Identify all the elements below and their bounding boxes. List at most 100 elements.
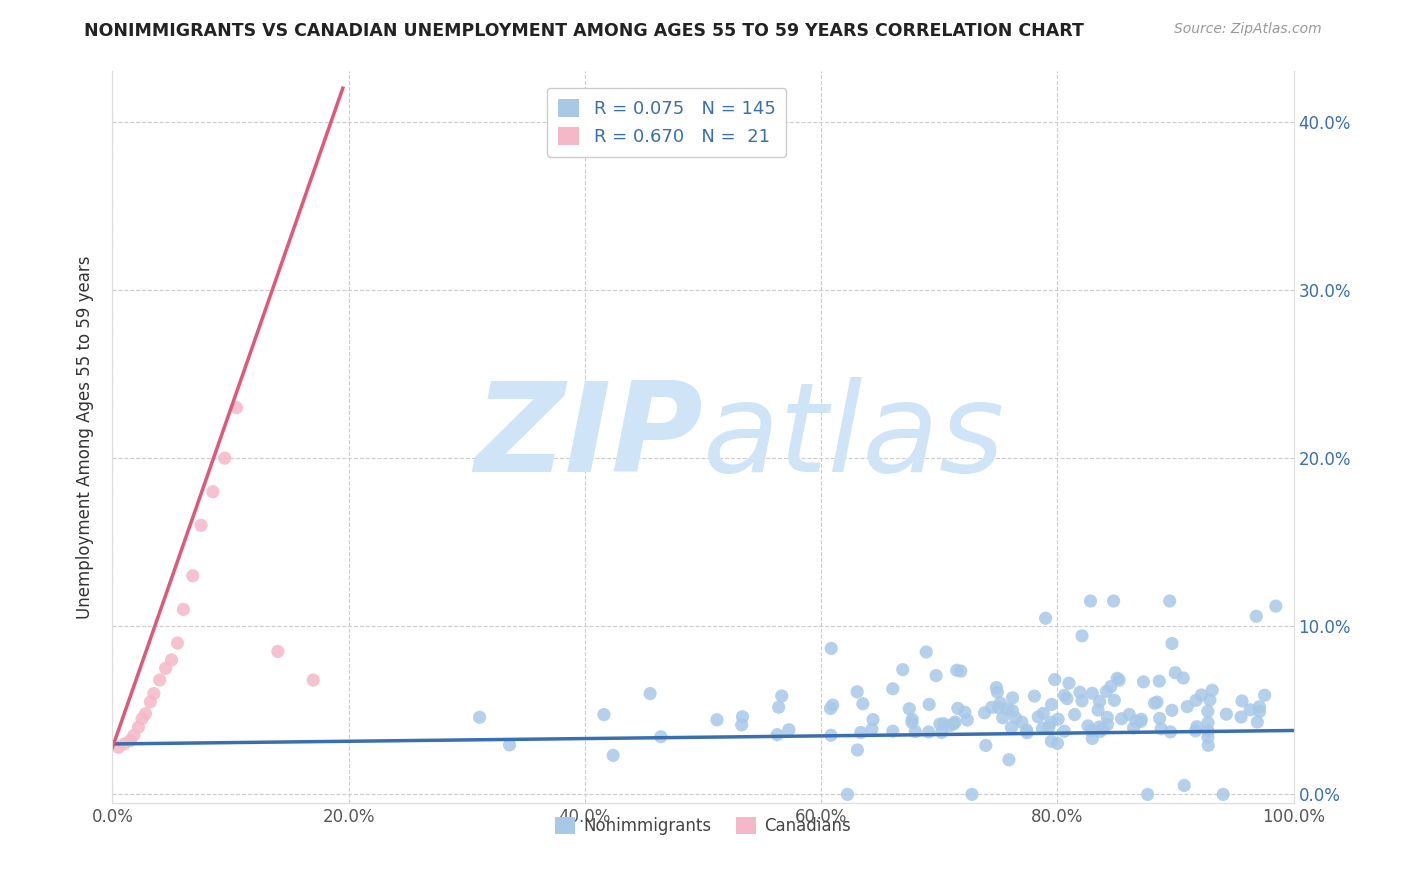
Point <box>945 663 967 677</box>
Point <box>820 641 842 656</box>
Point <box>1069 685 1091 699</box>
Point <box>918 698 941 712</box>
Point <box>949 664 972 678</box>
Point <box>1088 694 1111 708</box>
Point <box>1024 689 1046 703</box>
Point <box>1056 691 1078 706</box>
Point <box>172 602 194 616</box>
Point <box>1185 693 1208 707</box>
Point <box>1081 686 1104 700</box>
Point <box>891 663 914 677</box>
Point <box>201 484 224 499</box>
Text: Source: ZipAtlas.com: Source: ZipAtlas.com <box>1174 22 1322 37</box>
Point <box>1239 703 1261 717</box>
Point <box>898 702 921 716</box>
Point <box>1097 710 1119 724</box>
Point <box>956 713 979 727</box>
Point <box>468 710 491 724</box>
Point <box>135 706 157 721</box>
Point <box>1035 611 1057 625</box>
Point <box>1197 715 1219 730</box>
Point <box>1104 693 1126 707</box>
Point <box>166 636 188 650</box>
Point <box>943 715 966 730</box>
Point <box>1130 712 1153 726</box>
Point <box>1032 706 1054 721</box>
Point <box>120 733 142 747</box>
Point <box>142 686 165 700</box>
Point <box>190 518 212 533</box>
Point <box>1102 594 1125 608</box>
Point <box>302 673 325 687</box>
Point <box>1197 739 1219 753</box>
Point <box>1087 703 1109 717</box>
Point <box>1039 715 1062 730</box>
Point <box>139 695 162 709</box>
Point <box>1175 699 1198 714</box>
Point <box>1038 720 1060 734</box>
Point <box>1011 715 1033 730</box>
Point <box>593 707 616 722</box>
Point <box>931 725 953 739</box>
Point <box>1043 673 1066 687</box>
Point <box>1015 725 1038 739</box>
Point <box>1185 720 1208 734</box>
Point <box>181 569 204 583</box>
Point <box>932 716 955 731</box>
Point <box>1161 636 1184 650</box>
Point <box>846 743 869 757</box>
Point <box>1001 704 1024 718</box>
Point <box>770 689 793 703</box>
Point <box>939 718 962 732</box>
Point <box>1122 721 1144 735</box>
Point <box>1097 717 1119 731</box>
Point <box>942 717 965 731</box>
Point <box>650 730 672 744</box>
Point <box>973 706 995 720</box>
Point <box>987 700 1010 714</box>
Point <box>155 661 177 675</box>
Point <box>1047 712 1070 726</box>
Point <box>1173 671 1195 685</box>
Point <box>1197 704 1219 718</box>
Point <box>882 681 904 696</box>
Point <box>1125 714 1147 728</box>
Point <box>860 723 883 737</box>
Point <box>131 712 153 726</box>
Point <box>731 710 754 724</box>
Point <box>1230 710 1253 724</box>
Point <box>1164 665 1187 680</box>
Point <box>1132 674 1154 689</box>
Point <box>778 723 800 737</box>
Point <box>821 698 844 712</box>
Point <box>1063 707 1085 722</box>
Point <box>1099 680 1122 694</box>
Point <box>1077 719 1099 733</box>
Point <box>995 702 1018 716</box>
Point <box>1015 723 1038 737</box>
Point <box>1173 779 1195 793</box>
Point <box>1201 683 1223 698</box>
Point <box>1230 694 1253 708</box>
Point <box>1053 689 1076 703</box>
Point <box>1095 684 1118 698</box>
Text: NONIMMIGRANTS VS CANADIAN UNEMPLOYMENT AMONG AGES 55 TO 59 YEARS CORRELATION CHA: NONIMMIGRANTS VS CANADIAN UNEMPLOYMENT A… <box>84 22 1084 40</box>
Point <box>901 715 924 730</box>
Point <box>1184 723 1206 738</box>
Point <box>820 728 842 742</box>
Point <box>852 697 875 711</box>
Point <box>991 711 1014 725</box>
Point <box>1026 710 1049 724</box>
Point <box>846 685 869 699</box>
Point <box>986 681 1008 695</box>
Point <box>127 720 149 734</box>
Point <box>1149 711 1171 725</box>
Point <box>904 724 927 739</box>
Point <box>1040 698 1063 712</box>
Point <box>862 713 884 727</box>
Point <box>882 724 904 739</box>
Point <box>731 718 754 732</box>
Point <box>1080 594 1102 608</box>
Point <box>1253 688 1275 702</box>
Point <box>1197 731 1219 745</box>
